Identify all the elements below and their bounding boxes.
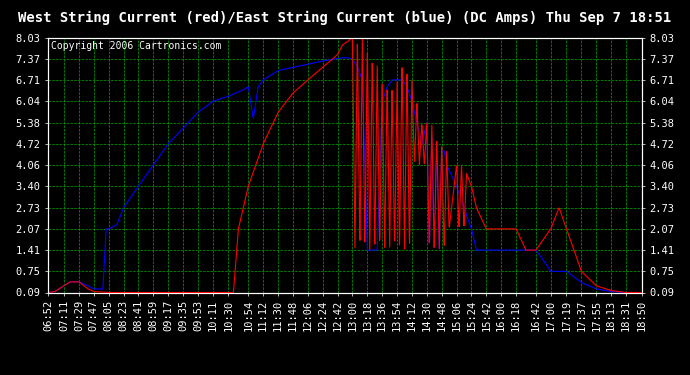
Text: Copyright 2006 Cartronics.com: Copyright 2006 Cartronics.com [51, 41, 221, 51]
Text: West String Current (red)/East String Current (blue) (DC Amps) Thu Sep 7 18:51: West String Current (red)/East String Cu… [19, 11, 671, 26]
